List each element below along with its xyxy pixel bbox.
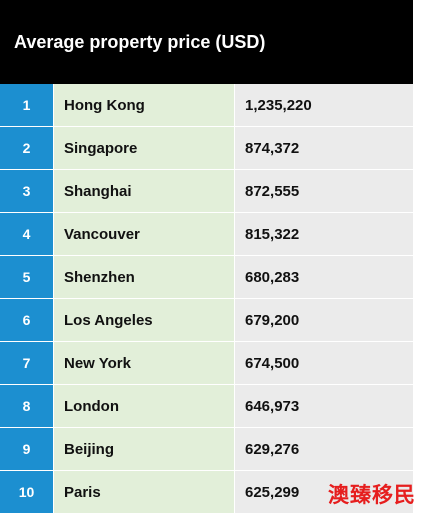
- table-title-bar: Average property price (USD): [0, 0, 413, 84]
- price-cell: 646,973: [235, 385, 413, 427]
- city-cell: Hong Kong: [54, 84, 234, 126]
- city-cell: Shanghai: [54, 170, 234, 212]
- price-cell: 680,283: [235, 256, 413, 298]
- table-row: 7 New York 674,500: [0, 342, 413, 385]
- city-cell: New York: [54, 342, 234, 384]
- city-cell: Vancouver: [54, 213, 234, 255]
- table-row: 3 Shanghai 872,555: [0, 170, 413, 213]
- row-divider: [0, 513, 413, 514]
- rank-cell: 3: [0, 170, 53, 212]
- city-cell: Beijing: [54, 428, 234, 470]
- table-title: Average property price (USD): [14, 31, 266, 52]
- table-row: 9 Beijing 629,276: [0, 428, 413, 471]
- row-divider: [0, 341, 413, 342]
- city-cell: Paris: [54, 471, 234, 513]
- row-divider: [0, 470, 413, 471]
- table-row: 8 London 646,973: [0, 385, 413, 428]
- rank-cell: 10: [0, 471, 53, 513]
- price-cell: 625,299: [235, 471, 413, 513]
- row-divider: [0, 384, 413, 385]
- row-divider: [0, 169, 413, 170]
- row-divider: [0, 212, 413, 213]
- price-cell: 1,235,220: [235, 84, 413, 126]
- city-cell: Los Angeles: [54, 299, 234, 341]
- watermark-logo: 澳臻移民: [328, 483, 416, 507]
- city-cell: Shenzhen: [54, 256, 234, 298]
- rank-cell: 8: [0, 385, 53, 427]
- city-cell: Singapore: [54, 127, 234, 169]
- city-cell: London: [54, 385, 234, 427]
- row-divider: [0, 298, 413, 299]
- row-divider: [0, 427, 413, 428]
- row-divider: [0, 255, 413, 256]
- table-row: 2 Singapore 874,372: [0, 127, 413, 170]
- rank-cell: 4: [0, 213, 53, 255]
- table-row: 4 Vancouver 815,322: [0, 213, 413, 256]
- price-cell: 874,372: [235, 127, 413, 169]
- rank-cell: 7: [0, 342, 53, 384]
- rank-cell: 6: [0, 299, 53, 341]
- price-cell: 815,322: [235, 213, 413, 255]
- price-cell: 679,200: [235, 299, 413, 341]
- table-row: 6 Los Angeles 679,200: [0, 299, 413, 342]
- rank-cell: 1: [0, 84, 53, 126]
- row-divider: [0, 126, 413, 127]
- property-price-table: Average property price (USD) 1 Hong Kong 1…: [0, 0, 413, 515]
- rank-cell: 2: [0, 127, 53, 169]
- table-row: 1 Hong Kong 1,235,220: [0, 84, 413, 127]
- price-cell: 872,555: [235, 170, 413, 212]
- table-row: 5 Shenzhen 680,283: [0, 256, 413, 299]
- table-body: 1 Hong Kong 1,235,220 2 Singapore 874,372 3 Sha…: [0, 84, 413, 515]
- price-cell: 674,500: [235, 342, 413, 384]
- rank-cell: 9: [0, 428, 53, 470]
- table-row: 10 Paris 625,299: [0, 471, 413, 514]
- price-cell: 629,276: [235, 428, 413, 470]
- rank-cell: 5: [0, 256, 53, 298]
